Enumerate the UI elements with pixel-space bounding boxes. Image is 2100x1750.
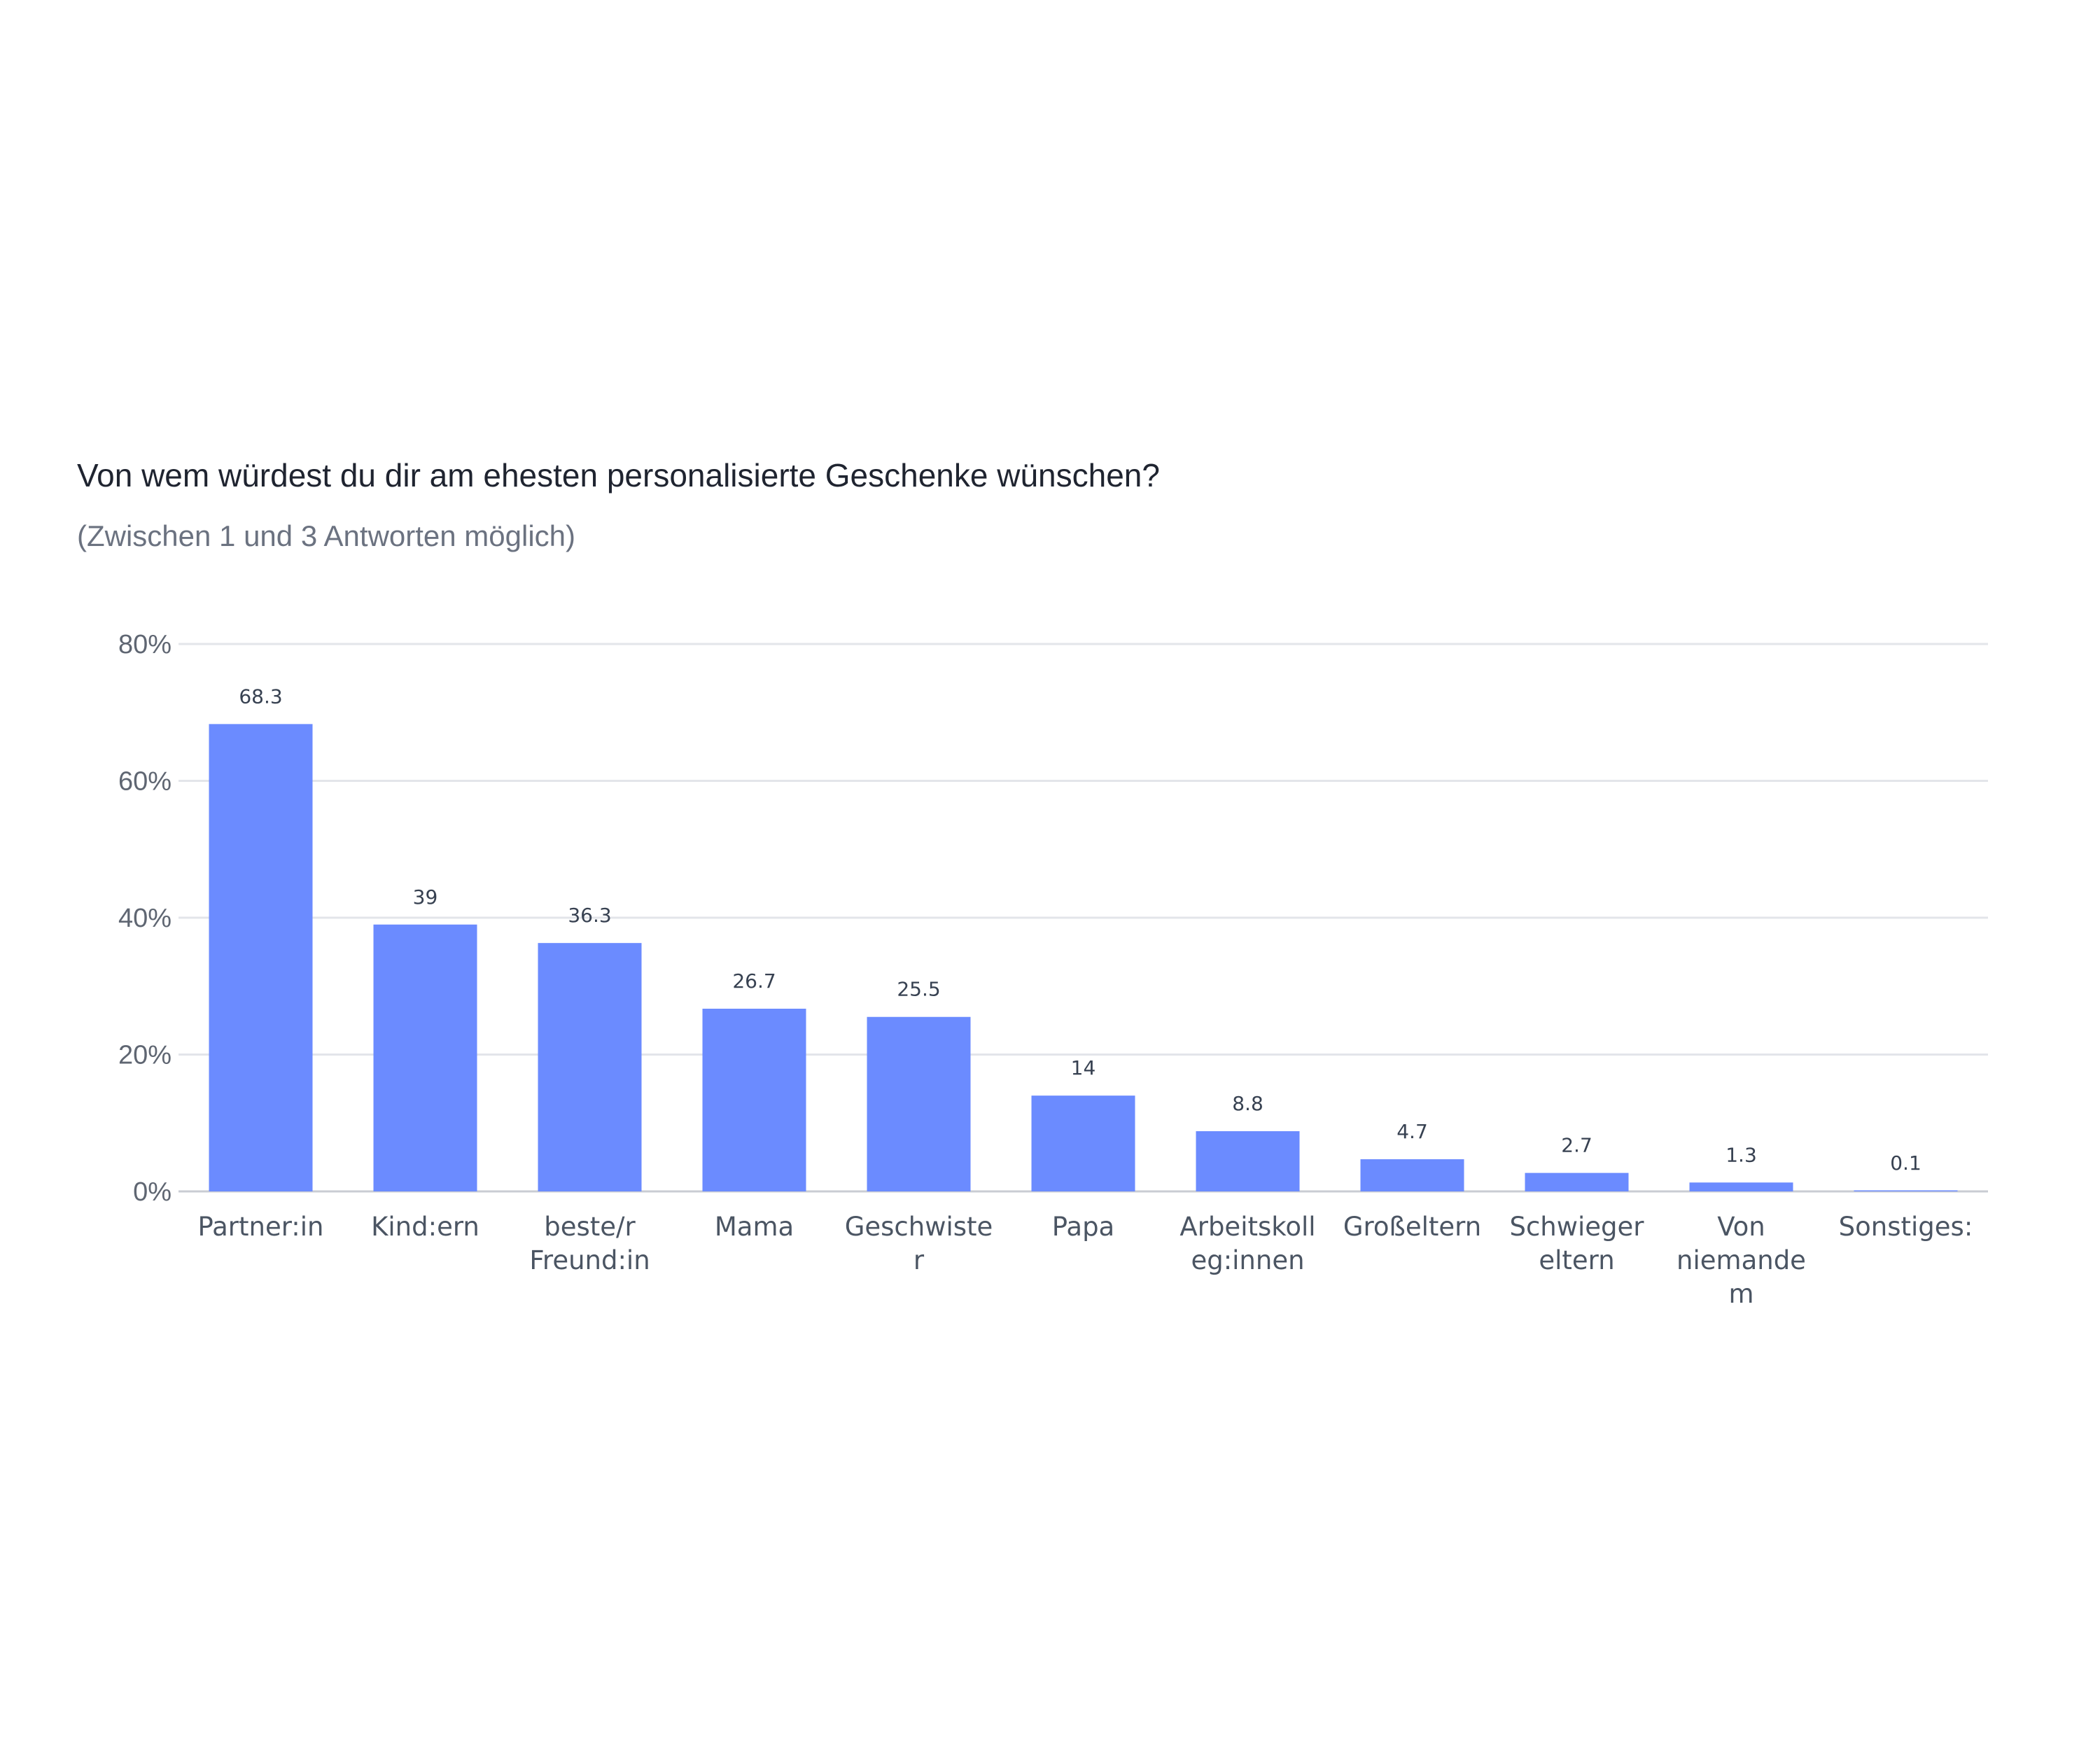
x-tick-label-line: Partner:in	[197, 1212, 323, 1242]
bar[interactable]	[1689, 1182, 1793, 1191]
x-tick-label-line: Freund:in	[529, 1245, 650, 1275]
chart-title: Von wem würdest du dir am ehesten person…	[77, 457, 1160, 493]
bar[interactable]	[373, 924, 477, 1191]
bar[interactable]	[209, 724, 313, 1191]
data-label: 8.8	[1232, 1092, 1264, 1115]
x-tick-label: Geschwiste r	[845, 1212, 993, 1275]
bar[interactable]	[1196, 1130, 1300, 1191]
data-label: 1.3	[1726, 1143, 1757, 1166]
x-tick-label-line: Geschwiste	[845, 1212, 993, 1242]
x-tick-label: Von niemande m	[1676, 1212, 1806, 1309]
x-tick-label-line: Kind:ern	[371, 1212, 479, 1242]
y-tick-label: 0%	[133, 1177, 172, 1207]
x-axis: Partner:in Kind:ern beste/r Freund:in Mama Ge…	[197, 1212, 1973, 1309]
bar[interactable]	[1525, 1172, 1629, 1191]
y-tick-label: 60%	[118, 767, 172, 797]
x-tick-label: Arbeitskoll eg:innen	[1180, 1212, 1315, 1275]
data-label: 36.3	[568, 904, 611, 927]
x-tick-label-line: eg:innen	[1191, 1245, 1304, 1275]
x-tick-label: Partner:in	[197, 1212, 323, 1242]
x-tick-label-line: Schwieger	[1509, 1212, 1644, 1242]
bar[interactable]	[538, 943, 642, 1191]
x-tick-label: Schwieger eltern	[1509, 1212, 1644, 1275]
y-tick-label: 40%	[118, 904, 172, 933]
data-label: 4.7	[1396, 1120, 1428, 1143]
bars	[209, 724, 1958, 1191]
x-tick-label-line: Sonstiges:	[1839, 1212, 1973, 1242]
x-tick-label-line: Großeltern	[1343, 1212, 1481, 1242]
data-label: 14	[1071, 1056, 1096, 1079]
x-tick-label: Großeltern	[1343, 1212, 1481, 1242]
data-label: 0.1	[1890, 1152, 1921, 1175]
y-tick-label: 20%	[118, 1041, 172, 1070]
data-label: 2.7	[1561, 1134, 1592, 1157]
x-tick-label-line: niemande	[1676, 1245, 1806, 1275]
x-tick-label: Sonstiges:	[1839, 1212, 1973, 1242]
x-tick-label: beste/r Freund:in	[529, 1212, 650, 1275]
data-labels: 68.3 39 36.3 26.7 25.5 14 8.8 4.7 2.7 1.3 0.1	[239, 685, 1921, 1175]
x-tick-label-line: Mama	[715, 1212, 794, 1242]
x-tick-label: Mama	[715, 1212, 794, 1242]
bar[interactable]	[702, 1009, 806, 1191]
data-label: 68.3	[239, 685, 282, 708]
bar[interactable]	[1031, 1096, 1135, 1191]
x-tick-label-line: Von	[1717, 1212, 1765, 1242]
x-tick-label: Kind:ern	[371, 1212, 479, 1242]
x-tick-label-line: beste/r	[544, 1212, 636, 1242]
y-tick-label: 80%	[118, 630, 172, 659]
bar[interactable]	[1854, 1190, 1958, 1192]
x-tick-label-line: eltern	[1539, 1245, 1614, 1275]
data-label: 25.5	[897, 978, 940, 1001]
x-tick-label: Papa	[1052, 1212, 1114, 1242]
bar[interactable]	[867, 1016, 971, 1191]
chart-subtitle: (Zwischen 1 und 3 Antworten möglich)	[77, 519, 576, 552]
x-tick-label-line: m	[1728, 1279, 1754, 1309]
bar[interactable]	[1360, 1159, 1464, 1191]
data-label: 39	[413, 886, 438, 909]
data-label: 26.7	[732, 969, 776, 993]
x-tick-label-line: Papa	[1052, 1212, 1114, 1242]
x-tick-label-line: r	[913, 1245, 925, 1275]
y-axis: 0% 20% 40% 60% 80%	[118, 630, 172, 1207]
x-tick-label-line: Arbeitskoll	[1180, 1212, 1315, 1242]
